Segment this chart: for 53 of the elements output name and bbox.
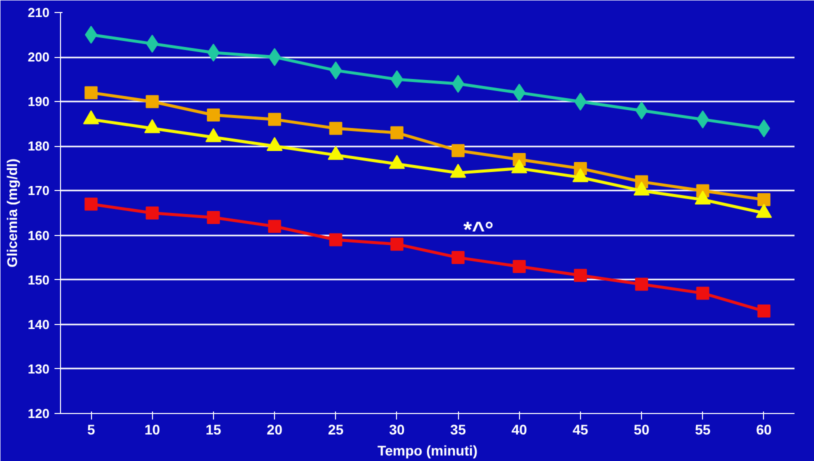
annotation: *^°	[463, 217, 494, 242]
x-tick-label: 55	[694, 422, 711, 438]
point	[206, 108, 220, 122]
point	[207, 44, 220, 62]
point	[574, 268, 587, 282]
x-tick-label: 20	[266, 422, 283, 438]
x-tick-label: 60	[756, 422, 772, 438]
point	[390, 126, 404, 140]
y-tick-label: 210	[28, 5, 50, 20]
point	[206, 210, 220, 224]
point	[452, 251, 465, 264]
y-tick-label: 190	[28, 94, 50, 110]
point	[84, 198, 98, 211]
point	[512, 260, 526, 273]
point	[574, 92, 587, 111]
point	[452, 144, 465, 158]
point	[268, 220, 282, 233]
y-tick-label: 160	[28, 228, 50, 243]
point	[329, 122, 342, 135]
y-tick-label: 150	[28, 272, 50, 288]
y-tick-label: 180	[28, 138, 50, 154]
point	[635, 278, 648, 291]
point	[84, 26, 98, 44]
y-tick-label: 200	[28, 50, 50, 65]
y-tick-label: 120	[28, 406, 50, 421]
point	[84, 86, 98, 100]
x-tick-label: 35	[450, 422, 466, 438]
point	[146, 95, 159, 108]
x-tick-label: 10	[144, 422, 160, 438]
y-axis-title: Glicemia (mg/dl)	[4, 158, 20, 268]
point	[757, 304, 770, 318]
x-tick-label: 50	[634, 422, 650, 438]
x-tick-label: 5	[87, 422, 96, 438]
x-tick-label: 40	[511, 422, 528, 438]
x-tick-label: 25	[328, 422, 344, 438]
y-tick-label: 140	[28, 316, 50, 332]
point	[146, 206, 159, 220]
y-tick-label: 130	[28, 361, 50, 376]
y-tick-label: 170	[28, 183, 50, 198]
point	[758, 119, 770, 138]
x-axis-title: Tempo (minuti)	[377, 442, 478, 458]
point	[390, 238, 404, 251]
point	[268, 112, 282, 126]
x-tick-label: 30	[389, 422, 405, 438]
point	[696, 286, 710, 300]
x-tick-label: 15	[206, 422, 222, 438]
x-tick-label: 45	[572, 422, 588, 438]
point	[452, 74, 464, 93]
point	[635, 102, 648, 120]
point	[329, 233, 342, 246]
point	[757, 193, 770, 206]
point	[390, 70, 404, 88]
point	[268, 48, 281, 66]
